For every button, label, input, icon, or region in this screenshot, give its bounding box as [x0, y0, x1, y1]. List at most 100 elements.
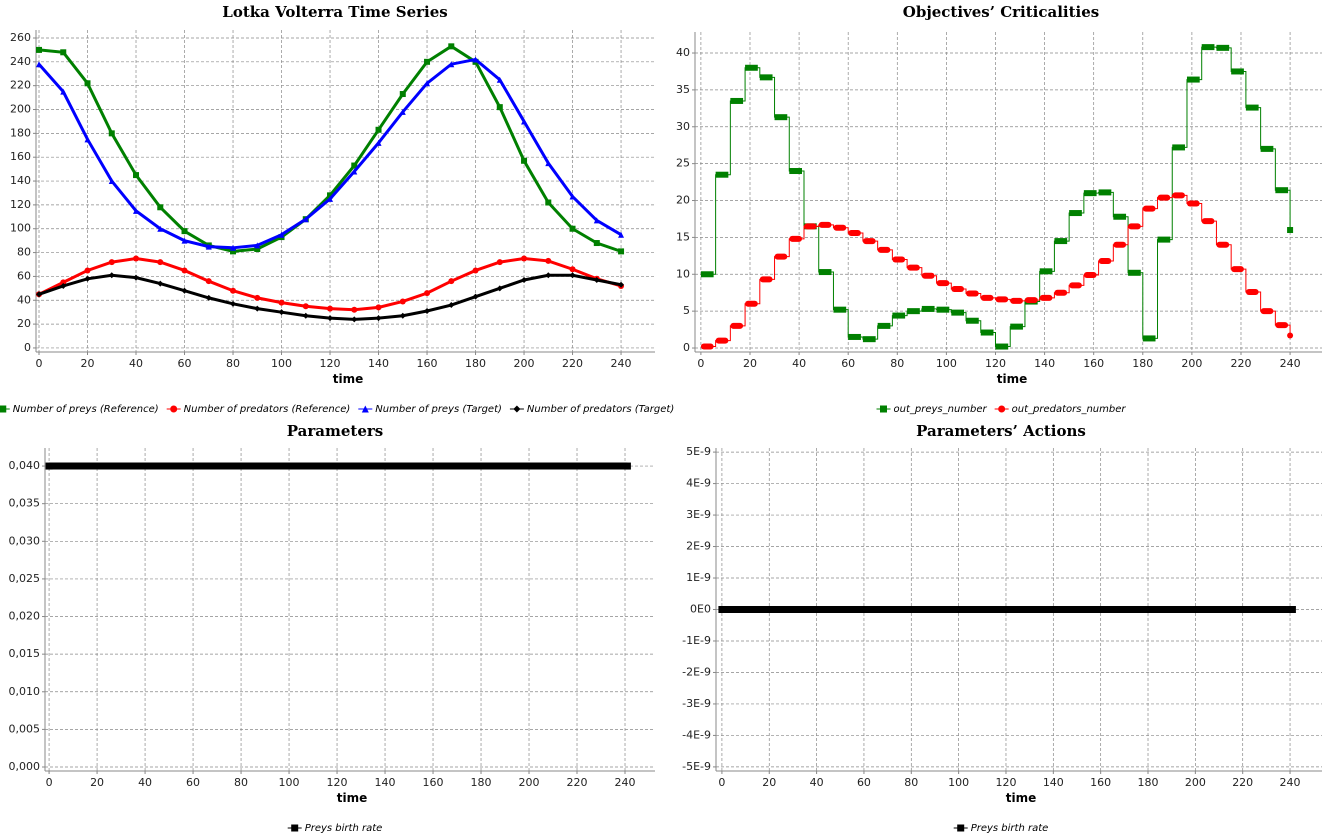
y-tick-label: 0,025 [9, 572, 41, 585]
x-tick-label: 240 [1280, 776, 1301, 789]
marker [60, 49, 67, 56]
marker [254, 245, 261, 252]
marker [496, 76, 503, 83]
legend: Number of preys (Reference) Number of pre… [0, 404, 674, 415]
marker [399, 108, 406, 115]
marker [513, 405, 521, 413]
x-tick-label: 80 [234, 776, 248, 789]
marker [36, 61, 43, 68]
marker [521, 276, 528, 283]
y-tick-label: 5E-9 [686, 445, 711, 458]
marker [254, 305, 261, 312]
step-marker [1186, 76, 1200, 83]
step-marker [892, 256, 906, 263]
step-marker [833, 224, 847, 231]
y-tick-label: 40 [17, 293, 31, 306]
marker [60, 88, 67, 95]
step-marker [730, 322, 744, 329]
y-tick-label: 0,000 [9, 760, 41, 773]
marker [375, 139, 382, 146]
y-tick-label: 1E-9 [686, 571, 711, 584]
marker [205, 243, 212, 250]
marker [170, 405, 178, 413]
marker [399, 298, 406, 305]
marker [496, 259, 503, 266]
y-tick-label: 0 [683, 341, 690, 354]
legend-label: out_preys_number [893, 404, 987, 415]
y-tick-label: 140 [10, 174, 31, 187]
marker [448, 278, 455, 285]
chart-title: Parameters [287, 422, 383, 440]
step-marker [966, 317, 979, 324]
x-tick-label: 80 [904, 776, 918, 789]
step-marker [1216, 44, 1230, 51]
marker [1288, 606, 1296, 613]
legend-label: Number of preys (Reference) [13, 404, 159, 415]
y-tick-label: 15 [676, 230, 690, 243]
marker [623, 462, 631, 470]
x-tick-label: 40 [138, 776, 152, 789]
marker [327, 305, 334, 312]
y-tick-label: 25 [676, 157, 690, 170]
x-tick-label: 100 [948, 776, 969, 789]
marker [84, 136, 91, 143]
marker [36, 46, 43, 53]
step-marker [892, 312, 906, 319]
marker [302, 216, 309, 223]
step-marker [848, 229, 861, 236]
x-tick-label: 180 [465, 357, 486, 370]
marker [1287, 227, 1294, 234]
x-tick-label: 200 [1185, 776, 1206, 789]
step-marker [1201, 218, 1215, 225]
legend: Preys birth rate [287, 823, 382, 834]
x-tick-label: 0 [697, 357, 704, 370]
marker [230, 287, 237, 294]
step-marker [1069, 210, 1082, 217]
step-marker [1142, 335, 1156, 342]
marker [108, 272, 115, 279]
y-tick-label: 40 [676, 46, 690, 59]
y-tick-label: -4E-9 [682, 728, 711, 741]
marker [618, 248, 625, 255]
y-tick-label: 160 [10, 150, 31, 163]
step-marker [1231, 68, 1244, 75]
y-tick-label: -5E-9 [682, 760, 711, 773]
marker [108, 259, 115, 266]
step-marker [995, 296, 1009, 303]
step-marker [1098, 257, 1112, 264]
x-tick-label: 180 [1132, 357, 1153, 370]
chart-panel: Lotka Volterra Time Series 0 20 40 60 80 100 12… [0, 3, 674, 415]
marker [133, 255, 140, 262]
x-tick-label: 100 [936, 357, 957, 370]
marker [448, 302, 455, 309]
step-marker [1039, 268, 1053, 275]
y-tick-label: 220 [10, 79, 31, 92]
step-marker [1128, 269, 1141, 276]
marker [45, 462, 53, 470]
step-marker [1142, 205, 1156, 212]
marker [84, 267, 91, 274]
y-tick-label: 120 [10, 198, 31, 211]
x-tick-label: 120 [320, 357, 341, 370]
step-marker [936, 280, 950, 287]
marker [569, 272, 576, 279]
chart-title: Parameters’ Actions [916, 422, 1086, 440]
step-marker [833, 306, 847, 313]
step-marker [1231, 266, 1244, 273]
y-tick-label: 200 [10, 103, 31, 116]
x-tick-label: 60 [178, 357, 192, 370]
step-marker [1113, 213, 1127, 220]
marker [545, 160, 552, 167]
step-marker [1069, 282, 1082, 289]
marker [181, 237, 188, 244]
x-tick-label: 40 [129, 357, 143, 370]
x-tick-label: 160 [417, 357, 438, 370]
legend-label: Number of preys (Target) [375, 404, 502, 415]
x-tick-label: 140 [1034, 357, 1055, 370]
marker [181, 287, 188, 294]
y-tick-label: -2E-9 [682, 665, 711, 678]
y-tick-label: 180 [10, 126, 31, 139]
step-marker [745, 64, 758, 71]
y-tick-label: 20 [676, 194, 690, 207]
marker [157, 259, 164, 266]
